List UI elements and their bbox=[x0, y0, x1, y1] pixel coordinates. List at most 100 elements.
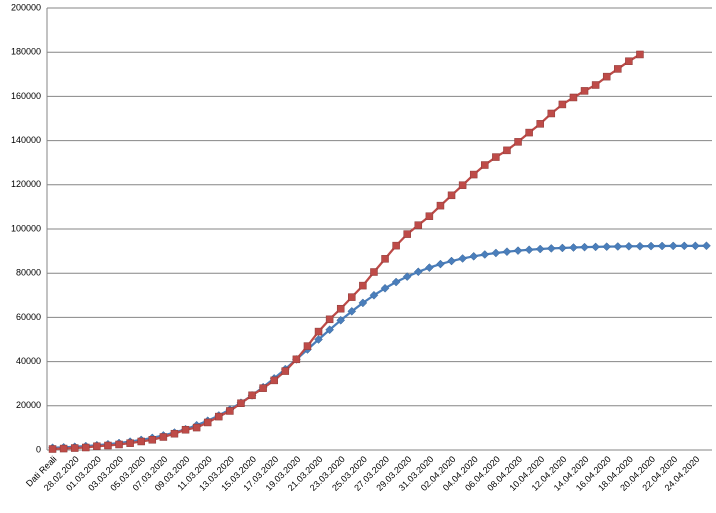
data-point bbox=[391, 277, 401, 287]
series-line bbox=[52, 244, 707, 449]
y-tick-label: 100000 bbox=[11, 223, 41, 233]
data-point bbox=[668, 241, 678, 251]
data-point bbox=[59, 444, 68, 453]
data-point bbox=[281, 367, 290, 375]
data-point bbox=[514, 138, 522, 146]
data-point bbox=[591, 81, 600, 89]
data-point bbox=[137, 437, 145, 446]
data-point bbox=[536, 120, 544, 128]
data-point bbox=[503, 146, 511, 155]
data-point bbox=[580, 242, 589, 252]
data-point bbox=[413, 267, 423, 277]
data-point bbox=[569, 243, 578, 252]
data-point bbox=[159, 433, 168, 441]
y-tick-label: 60000 bbox=[16, 312, 41, 322]
data-point bbox=[525, 128, 533, 137]
data-point bbox=[702, 241, 711, 251]
data-point bbox=[469, 251, 479, 261]
y-tick-label: 120000 bbox=[11, 179, 41, 189]
data-point bbox=[481, 161, 489, 169]
data-point bbox=[359, 281, 367, 290]
data-point bbox=[569, 93, 578, 102]
data-point bbox=[82, 443, 90, 452]
data-point bbox=[348, 293, 356, 301]
data-point bbox=[370, 268, 378, 276]
data-point bbox=[447, 256, 456, 266]
data-point bbox=[535, 244, 545, 254]
data-point bbox=[524, 245, 534, 255]
data-point bbox=[436, 201, 445, 210]
data-point bbox=[558, 100, 567, 109]
data-point bbox=[70, 444, 79, 452]
data-point bbox=[480, 250, 490, 259]
data-point bbox=[248, 391, 256, 400]
data-point bbox=[226, 407, 234, 415]
data-point bbox=[469, 170, 478, 179]
data-point bbox=[636, 50, 644, 59]
data-point bbox=[303, 342, 312, 350]
data-point bbox=[491, 248, 501, 258]
data-point bbox=[392, 241, 400, 250]
data-point bbox=[624, 241, 634, 251]
data-point bbox=[181, 425, 190, 434]
data-point bbox=[602, 72, 611, 81]
data-point bbox=[325, 315, 334, 324]
y-tick-label: 0 bbox=[36, 444, 41, 454]
y-tick-label: 40000 bbox=[16, 356, 41, 366]
data-point bbox=[447, 191, 456, 200]
data-point bbox=[546, 244, 556, 253]
data-point bbox=[425, 263, 434, 272]
data-point bbox=[314, 335, 323, 344]
data-point bbox=[403, 230, 411, 238]
data-point bbox=[691, 241, 700, 251]
data-point bbox=[259, 384, 267, 392]
data-point bbox=[115, 440, 123, 449]
data-point bbox=[425, 212, 434, 220]
data-point bbox=[336, 304, 345, 313]
data-point bbox=[513, 246, 523, 255]
data-point bbox=[381, 255, 389, 263]
data-point bbox=[93, 442, 101, 451]
data-point bbox=[458, 254, 467, 263]
data-point bbox=[625, 57, 633, 65]
data-point bbox=[436, 259, 445, 269]
data-point bbox=[414, 221, 423, 229]
y-tick-label: 160000 bbox=[11, 91, 41, 101]
data-point bbox=[215, 412, 223, 421]
data-point bbox=[148, 436, 157, 444]
data-point bbox=[679, 241, 689, 251]
data-point bbox=[325, 325, 334, 335]
data-point bbox=[237, 399, 245, 407]
data-point bbox=[635, 241, 645, 251]
data-point bbox=[613, 242, 623, 251]
data-point bbox=[492, 153, 500, 161]
data-point bbox=[402, 272, 412, 281]
data-point bbox=[369, 290, 379, 300]
data-point bbox=[203, 418, 212, 427]
data-point bbox=[646, 241, 656, 251]
data-point bbox=[358, 298, 368, 308]
data-point bbox=[380, 283, 390, 293]
data-point bbox=[270, 376, 278, 385]
data-point bbox=[602, 242, 612, 252]
y-tick-label: 180000 bbox=[11, 47, 41, 57]
data-point bbox=[314, 327, 323, 336]
data-point bbox=[170, 429, 179, 438]
y-tick-label: 20000 bbox=[16, 400, 41, 410]
data-point bbox=[336, 315, 346, 325]
data-point bbox=[347, 306, 357, 316]
y-tick-label: 200000 bbox=[11, 2, 41, 12]
data-point bbox=[458, 181, 467, 189]
data-point bbox=[558, 243, 567, 253]
data-point bbox=[104, 441, 112, 450]
data-point bbox=[657, 241, 667, 251]
data-point bbox=[292, 355, 301, 364]
data-point bbox=[192, 423, 201, 432]
data-point bbox=[580, 87, 589, 95]
data-point bbox=[48, 445, 57, 453]
data-point bbox=[547, 109, 556, 118]
data-point bbox=[126, 439, 134, 447]
y-tick-label: 140000 bbox=[11, 135, 41, 145]
